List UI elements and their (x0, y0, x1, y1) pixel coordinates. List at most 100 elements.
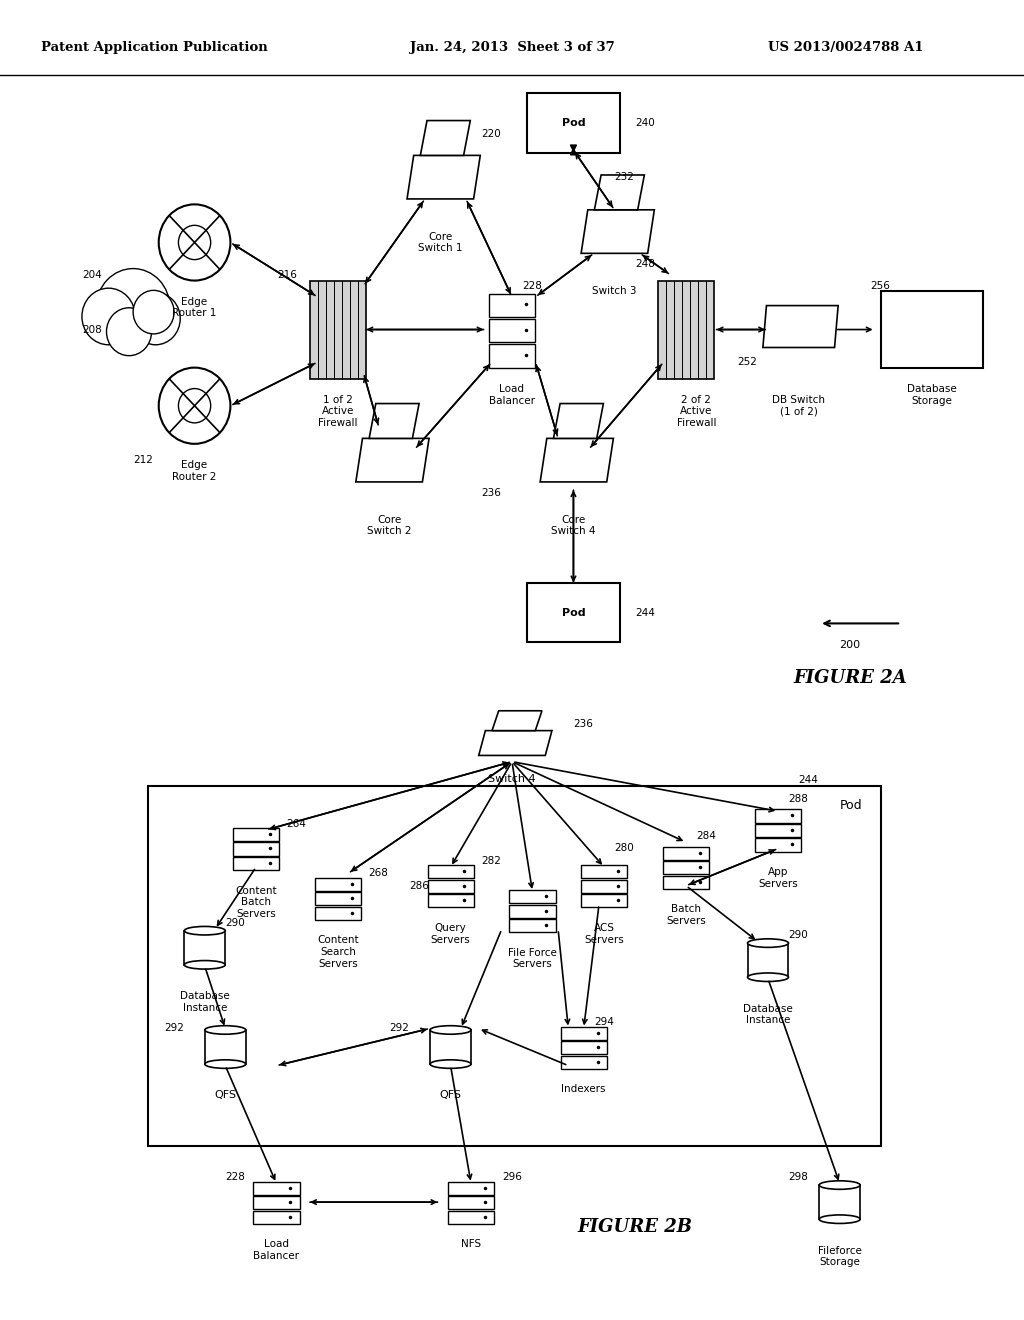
Text: Content
Batch
Servers: Content Batch Servers (236, 886, 276, 919)
Text: 298: 298 (788, 1172, 808, 1183)
Text: Core
Switch 4: Core Switch 4 (551, 515, 596, 536)
Ellipse shape (748, 939, 788, 948)
Text: Patent Application Publication: Patent Application Publication (41, 41, 267, 54)
Text: Database
Instance: Database Instance (743, 1003, 793, 1026)
FancyBboxPatch shape (233, 828, 279, 841)
Text: 286: 286 (410, 880, 429, 891)
Text: 200: 200 (840, 640, 860, 651)
Circle shape (96, 268, 170, 347)
Text: Content
Search
Servers: Content Search Servers (317, 936, 358, 969)
Text: File Force
Servers: File Force Servers (508, 948, 557, 969)
Text: Query
Servers: Query Servers (431, 923, 470, 945)
Text: 264: 264 (287, 818, 306, 829)
Circle shape (82, 288, 135, 345)
Text: Core
Switch 2: Core Switch 2 (367, 515, 412, 536)
Text: 232: 232 (614, 172, 634, 182)
FancyBboxPatch shape (254, 1210, 300, 1224)
Text: 252: 252 (737, 358, 757, 367)
Text: 280: 280 (614, 843, 634, 854)
FancyBboxPatch shape (561, 1041, 606, 1055)
FancyBboxPatch shape (428, 879, 473, 892)
Text: US 2013/0024788 A1: US 2013/0024788 A1 (768, 41, 924, 54)
FancyBboxPatch shape (449, 1196, 494, 1209)
Ellipse shape (819, 1181, 860, 1189)
FancyBboxPatch shape (658, 281, 715, 379)
Text: 290: 290 (225, 917, 245, 928)
FancyBboxPatch shape (428, 894, 473, 907)
Text: Pod: Pod (561, 117, 586, 128)
Text: 228: 228 (225, 1172, 245, 1183)
Polygon shape (594, 176, 644, 210)
FancyBboxPatch shape (449, 1181, 494, 1195)
Text: 248: 248 (635, 259, 654, 269)
Polygon shape (356, 438, 429, 482)
Text: 228: 228 (522, 281, 542, 290)
Text: 256: 256 (870, 281, 890, 290)
Circle shape (131, 293, 180, 345)
Ellipse shape (748, 973, 788, 982)
Text: Core
Switch 1: Core Switch 1 (418, 231, 463, 253)
FancyBboxPatch shape (510, 890, 555, 903)
FancyBboxPatch shape (819, 1185, 860, 1220)
FancyBboxPatch shape (233, 842, 279, 855)
FancyBboxPatch shape (561, 1056, 606, 1069)
Ellipse shape (205, 1060, 246, 1068)
Text: 208: 208 (82, 325, 101, 334)
Text: Indexers: Indexers (561, 1084, 606, 1094)
FancyBboxPatch shape (309, 281, 367, 379)
FancyBboxPatch shape (664, 846, 710, 859)
FancyBboxPatch shape (489, 319, 535, 342)
Text: NFS: NFS (461, 1239, 481, 1249)
Polygon shape (554, 404, 603, 438)
Text: Batch
Servers: Batch Servers (667, 904, 706, 925)
Text: Edge
Router 2: Edge Router 2 (172, 461, 217, 482)
Text: Load
Balancer: Load Balancer (254, 1239, 299, 1261)
Text: App
Servers: App Servers (759, 867, 798, 888)
Text: 288: 288 (788, 793, 808, 804)
FancyBboxPatch shape (315, 907, 360, 920)
Text: Pod: Pod (561, 607, 586, 618)
Text: 236: 236 (481, 488, 501, 498)
Text: Pod: Pod (840, 799, 862, 812)
Ellipse shape (184, 927, 225, 935)
FancyBboxPatch shape (664, 861, 710, 874)
Polygon shape (369, 404, 419, 438)
FancyBboxPatch shape (233, 857, 279, 870)
FancyBboxPatch shape (881, 292, 983, 368)
FancyBboxPatch shape (184, 931, 225, 965)
Text: FIGURE 2B: FIGURE 2B (578, 1218, 692, 1236)
Text: 240: 240 (635, 117, 654, 128)
FancyBboxPatch shape (756, 838, 802, 851)
FancyBboxPatch shape (449, 1210, 494, 1224)
Text: 294: 294 (594, 1018, 613, 1027)
Text: 268: 268 (369, 869, 388, 878)
FancyBboxPatch shape (527, 582, 620, 643)
Text: FIGURE 2A: FIGURE 2A (793, 669, 907, 686)
Text: QFS: QFS (214, 1090, 237, 1101)
Polygon shape (479, 731, 552, 755)
Text: Fileforce
Storage: Fileforce Storage (818, 1246, 861, 1267)
FancyBboxPatch shape (254, 1196, 300, 1209)
Text: ACS
Servers: ACS Servers (585, 923, 624, 945)
Text: 282: 282 (481, 855, 501, 866)
Text: 292: 292 (165, 1023, 184, 1034)
FancyBboxPatch shape (756, 824, 802, 837)
FancyBboxPatch shape (561, 1027, 606, 1040)
FancyBboxPatch shape (510, 919, 555, 932)
FancyBboxPatch shape (582, 865, 627, 879)
Text: DB Switch
(1 of 2): DB Switch (1 of 2) (772, 395, 825, 416)
FancyBboxPatch shape (664, 875, 710, 888)
Text: Switch 4: Switch 4 (488, 774, 536, 784)
Text: 296: 296 (502, 1172, 521, 1183)
Text: 236: 236 (573, 719, 593, 730)
Ellipse shape (184, 961, 225, 969)
Text: Database
Instance: Database Instance (180, 991, 229, 1012)
FancyBboxPatch shape (254, 1181, 300, 1195)
Ellipse shape (819, 1214, 860, 1224)
FancyBboxPatch shape (430, 1030, 471, 1064)
Ellipse shape (430, 1060, 471, 1068)
Polygon shape (763, 306, 838, 347)
Polygon shape (420, 120, 470, 156)
Text: Load
Balancer: Load Balancer (489, 384, 535, 405)
Polygon shape (541, 438, 613, 482)
